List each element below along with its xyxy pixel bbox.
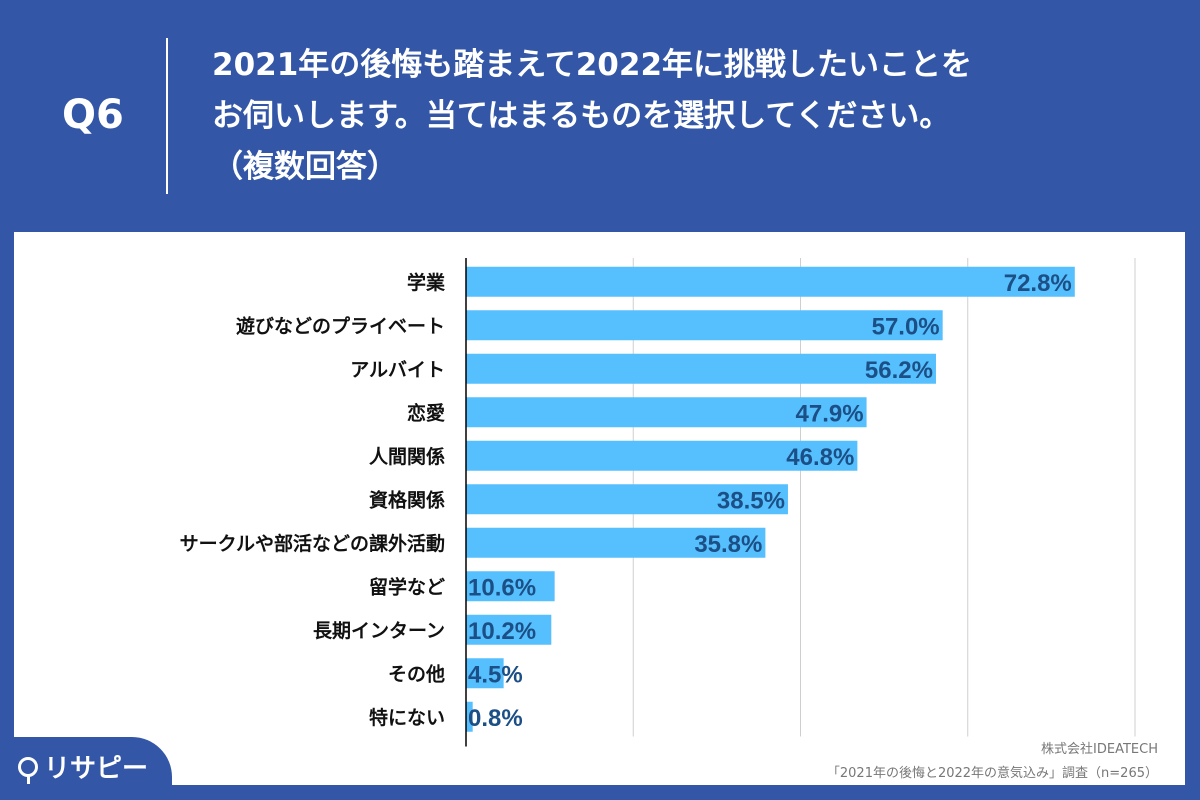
bar (466, 397, 867, 428)
bar (466, 527, 766, 558)
data-label: 57.0% (872, 313, 940, 340)
title-line: お伺いします。当てはまるものを選択してください。 (212, 98, 951, 134)
source-company: 株式会社IDEATECH (1041, 742, 1158, 757)
category-label: サークルや部活などの課外活動 (180, 532, 445, 555)
logo-text: リサピー (44, 754, 149, 784)
category-label: 人間関係 (369, 445, 445, 468)
question-title: 2021年の後悔も踏まえて2022年に挑戦したいことを お伺いします。当てはまる… (212, 40, 1172, 193)
pin-icon (18, 756, 38, 784)
category-label: 恋愛 (407, 401, 445, 424)
bar (466, 658, 504, 689)
data-label: 46.8% (786, 444, 854, 471)
category-label: 遊びなどのプライベート (236, 314, 445, 337)
question-number: Q6 (62, 92, 124, 138)
category-label: その他 (388, 662, 445, 685)
data-label: 38.5% (717, 487, 785, 514)
category-label: 長期インターン (313, 620, 445, 642)
category-label: 資格関係 (369, 488, 445, 511)
title-line: （複数回答） (212, 149, 398, 185)
data-label: 35.8% (694, 531, 762, 558)
bar (466, 266, 1075, 297)
category-label: 留学など (369, 575, 445, 598)
data-label: 0.8% (468, 705, 523, 732)
bar (466, 353, 936, 384)
source-survey: 「2021年の後悔と2022年の意気込み」調査（n=265） (826, 766, 1158, 781)
logo: リサピー (18, 748, 148, 785)
divider (166, 38, 168, 194)
category-label: 特にない (369, 707, 445, 729)
bar (466, 484, 788, 515)
category-label: アルバイト (350, 359, 445, 381)
bar (466, 701, 473, 732)
category-label: 学業 (407, 271, 446, 294)
title-line: 2021年の後悔も踏まえて2022年に挑戦したいことを (212, 47, 973, 83)
data-label: 10.6% (468, 574, 536, 601)
data-label: 47.9% (796, 400, 864, 427)
bar (466, 310, 943, 341)
bar (466, 571, 555, 602)
bar (466, 440, 858, 471)
data-label: 72.8% (1004, 270, 1072, 297)
data-label: 10.2% (468, 618, 536, 645)
data-label: 4.5% (468, 661, 523, 688)
data-label: 56.2% (865, 357, 933, 384)
bar (466, 614, 552, 645)
